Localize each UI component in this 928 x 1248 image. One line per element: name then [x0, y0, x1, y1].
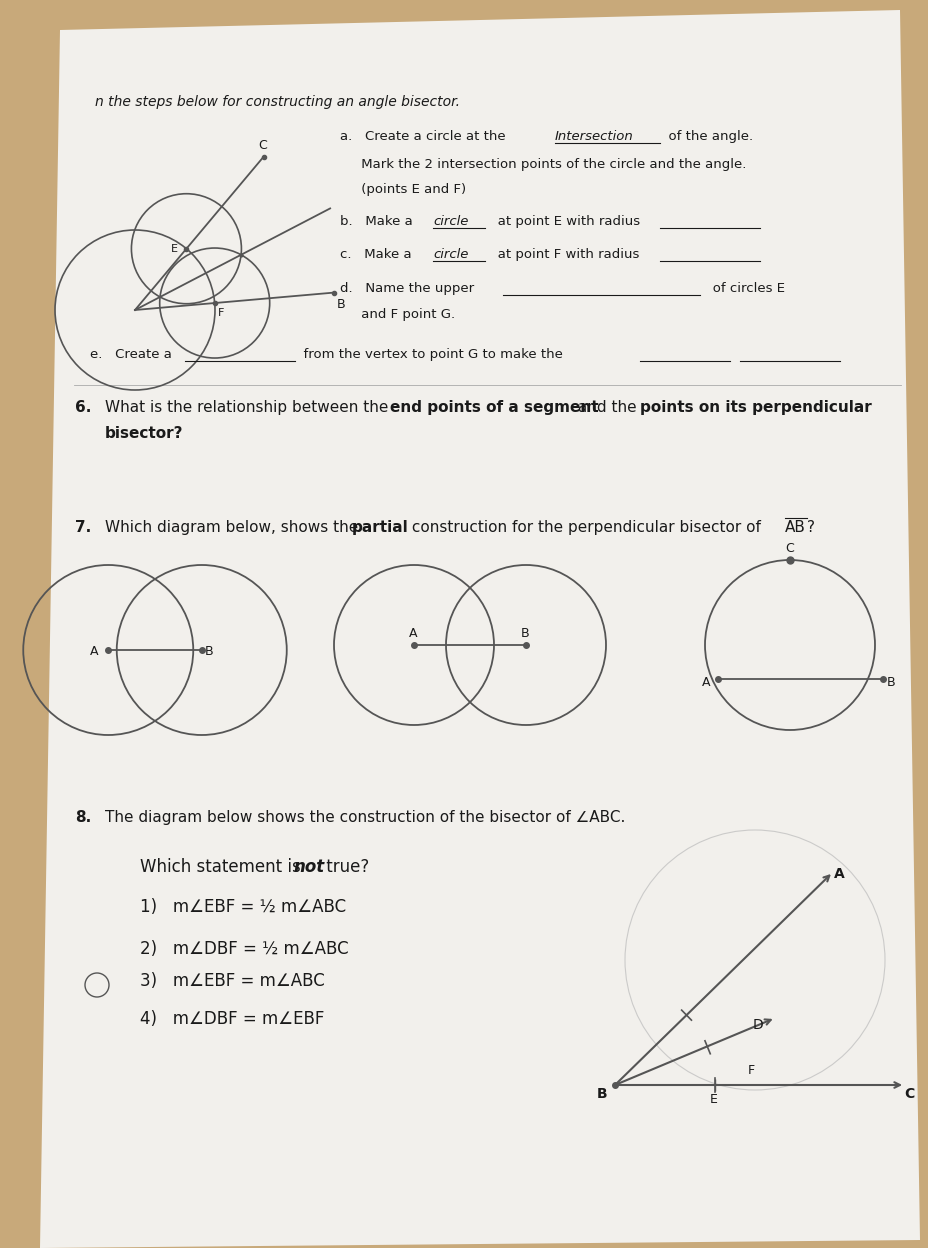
- Text: A: A: [833, 867, 844, 881]
- Text: Intersection: Intersection: [554, 130, 633, 144]
- Text: construction for the perpendicular bisector of: construction for the perpendicular bisec…: [406, 520, 765, 535]
- Text: D: D: [752, 1018, 763, 1032]
- Text: B: B: [521, 626, 529, 640]
- Text: end points of a segment: end points of a segment: [390, 401, 598, 416]
- Text: C: C: [258, 139, 267, 152]
- Text: not: not: [292, 859, 324, 876]
- Text: d.   Name the upper: d. Name the upper: [340, 282, 478, 295]
- Text: B: B: [204, 645, 213, 658]
- Text: B: B: [885, 676, 895, 689]
- Text: at point F with radius: at point F with radius: [484, 248, 643, 261]
- Text: F: F: [747, 1065, 754, 1077]
- Text: 2)   m∠DBF = ½ m∠ABC: 2) m∠DBF = ½ m∠ABC: [140, 940, 348, 958]
- Text: B: B: [337, 297, 345, 311]
- Text: from the vertex to point G to make the: from the vertex to point G to make the: [295, 348, 566, 361]
- Text: c.   Make a: c. Make a: [340, 248, 416, 261]
- Text: e.   Create a: e. Create a: [90, 348, 176, 361]
- Text: Which diagram below, shows the: Which diagram below, shows the: [105, 520, 363, 535]
- Text: 6.: 6.: [75, 401, 91, 416]
- Text: circle: circle: [432, 215, 468, 228]
- Text: 4)   m∠DBF = m∠EBF: 4) m∠DBF = m∠EBF: [140, 1010, 324, 1028]
- Text: a.   Create a circle at the: a. Create a circle at the: [340, 130, 509, 144]
- Text: Mark the 2 intersection points of the circle and the angle.: Mark the 2 intersection points of the ci…: [340, 158, 745, 171]
- Text: and F point G.: and F point G.: [340, 308, 455, 321]
- Text: Which statement is: Which statement is: [140, 859, 305, 876]
- Text: 8.: 8.: [75, 810, 91, 825]
- Text: 1)   m∠EBF = ½ m∠ABC: 1) m∠EBF = ½ m∠ABC: [140, 899, 346, 916]
- Text: bisector?: bisector?: [105, 426, 184, 441]
- Text: n the steps below for constructing an angle bisector.: n the steps below for constructing an an…: [95, 95, 459, 109]
- Polygon shape: [40, 10, 919, 1248]
- Text: A: A: [408, 626, 417, 640]
- Text: ?: ?: [806, 520, 814, 535]
- Text: true?: true?: [321, 859, 368, 876]
- Text: B: B: [597, 1087, 607, 1101]
- Text: C: C: [903, 1087, 913, 1101]
- Text: partial: partial: [352, 520, 408, 535]
- Text: F: F: [217, 308, 224, 318]
- Text: What is the relationship between the: What is the relationship between the: [105, 401, 393, 416]
- Text: of circles E: of circles E: [699, 282, 784, 295]
- Text: (points E and F): (points E and F): [340, 183, 466, 196]
- Text: and the: and the: [573, 401, 641, 416]
- Text: AB: AB: [784, 520, 805, 535]
- Text: 7.: 7.: [75, 520, 91, 535]
- Text: A: A: [701, 676, 710, 689]
- Text: at point E with radius: at point E with radius: [484, 215, 644, 228]
- Text: b.   Make a: b. Make a: [340, 215, 417, 228]
- Text: C: C: [784, 542, 793, 555]
- Text: of the angle.: of the angle.: [659, 130, 753, 144]
- Text: circle: circle: [432, 248, 468, 261]
- Text: points on its perpendicular: points on its perpendicular: [639, 401, 870, 416]
- Text: 3)   m∠EBF = m∠ABC: 3) m∠EBF = m∠ABC: [140, 972, 325, 990]
- Text: E: E: [709, 1093, 717, 1106]
- Text: The diagram below shows the construction of the bisector of ∠ABC.: The diagram below shows the construction…: [105, 810, 625, 825]
- Text: E: E: [170, 243, 177, 253]
- Text: A: A: [90, 645, 98, 658]
